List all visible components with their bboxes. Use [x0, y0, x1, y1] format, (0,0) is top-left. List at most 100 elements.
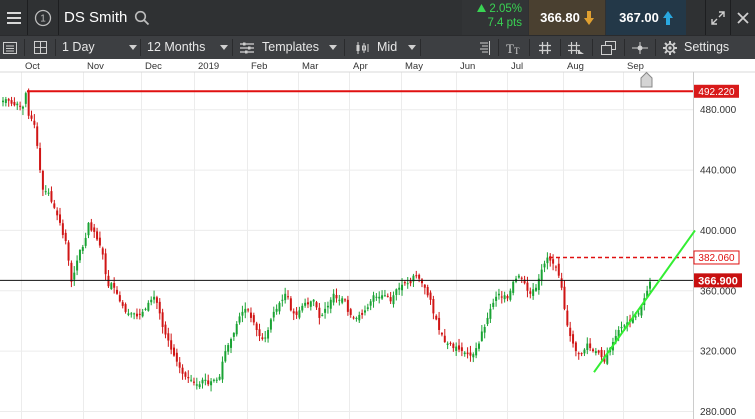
candle	[477, 341, 480, 352]
candle	[552, 254, 555, 271]
candle	[210, 378, 213, 392]
candle	[2, 96, 4, 107]
candle	[577, 351, 580, 360]
candle	[606, 347, 609, 366]
candle	[466, 347, 469, 359]
svg-text:T: T	[514, 46, 520, 55]
close-icon	[737, 11, 749, 24]
candle	[580, 352, 583, 357]
candle	[4, 96, 7, 107]
templates-icon-button[interactable]	[238, 36, 256, 59]
candle	[600, 347, 603, 361]
candle	[198, 381, 201, 389]
candle	[141, 308, 144, 318]
candle	[227, 342, 230, 355]
candle	[153, 290, 156, 304]
candle	[301, 303, 304, 313]
settings-icon-button[interactable]	[661, 36, 679, 59]
candle	[87, 222, 90, 239]
candle	[212, 378, 215, 383]
expand-button[interactable]	[706, 0, 730, 35]
candle	[181, 364, 184, 380]
text-tool-button[interactable]: T T	[503, 36, 525, 59]
candle	[13, 97, 16, 107]
candle	[70, 260, 73, 288]
candle	[267, 327, 270, 343]
candle	[503, 291, 506, 303]
x-tick-label: Jun	[460, 61, 475, 72]
gridlines-button[interactable]	[535, 36, 555, 59]
period-select[interactable]: 12 Months	[147, 40, 206, 54]
candle	[426, 284, 429, 298]
candle	[341, 296, 344, 305]
candle	[321, 313, 324, 317]
candle	[7, 97, 10, 107]
text-tool-icon: T T	[506, 41, 520, 55]
search-button[interactable]	[132, 0, 152, 35]
candle	[150, 296, 153, 306]
candle	[309, 300, 312, 311]
candle	[244, 302, 247, 319]
candle	[44, 185, 47, 195]
candle	[489, 303, 492, 323]
candle	[21, 105, 24, 116]
candle	[167, 327, 170, 347]
candle	[201, 377, 204, 389]
candle	[392, 291, 395, 308]
buy-button[interactable]: 367.00	[606, 0, 686, 35]
price-change: 2.05% 7.4 pts	[462, 0, 528, 35]
candle	[121, 300, 124, 309]
x-tick-label: May	[405, 61, 423, 72]
y-tick-label: 320.000	[700, 347, 737, 358]
recent-high-price-label: 382.060	[698, 253, 735, 264]
price-type-select[interactable]: Mid	[377, 40, 398, 54]
candle	[161, 308, 164, 334]
candle	[116, 286, 119, 295]
candle	[247, 308, 250, 313]
candle	[395, 288, 398, 301]
candle	[252, 312, 255, 326]
candle	[67, 240, 70, 266]
crosshair-button[interactable]	[629, 36, 651, 59]
chart-type-icon-button[interactable]	[352, 36, 372, 59]
candle	[349, 307, 352, 318]
candle	[230, 337, 233, 354]
trend-line[interactable]	[593, 229, 696, 373]
compare-button[interactable]	[597, 36, 619, 59]
svg-text:T: T	[506, 41, 514, 55]
candle	[289, 296, 292, 312]
settings-button[interactable]: Settings	[684, 40, 730, 54]
candle	[432, 295, 435, 320]
y-tick-label: 480.000	[700, 105, 737, 116]
candle	[133, 312, 136, 320]
sell-button[interactable]: 366.80	[529, 0, 605, 35]
candle	[423, 284, 426, 295]
candle	[409, 277, 412, 287]
scroll-marker[interactable]	[640, 71, 653, 88]
candle	[53, 199, 56, 210]
close-button[interactable]	[731, 0, 755, 35]
indicators-button[interactable]	[474, 36, 494, 59]
drawing-tools-button[interactable]	[565, 36, 587, 59]
candle	[56, 207, 59, 221]
candle	[173, 344, 176, 357]
price-chart[interactable]: Oct Nov Dec 2019 Feb Mar Apr May Jun Jul Aug Sep 48…	[0, 59, 755, 419]
candle	[572, 330, 575, 348]
templates-select[interactable]: Templates	[262, 40, 319, 54]
candle	[24, 91, 27, 108]
x-tick-label: Sep	[627, 61, 644, 72]
info-button[interactable]: 1	[28, 0, 58, 35]
list-view-button[interactable]	[0, 36, 20, 59]
candle	[352, 315, 355, 320]
menu-button[interactable]	[0, 0, 27, 35]
candle	[355, 316, 358, 322]
candle	[563, 280, 566, 311]
candle	[39, 142, 42, 173]
candle	[190, 374, 193, 383]
candle	[147, 300, 150, 312]
candle	[429, 290, 432, 305]
candle	[452, 342, 455, 352]
interval-select[interactable]: 1 Day	[62, 40, 95, 54]
svg-text:1: 1	[40, 13, 46, 24]
layout-button[interactable]	[30, 36, 50, 59]
